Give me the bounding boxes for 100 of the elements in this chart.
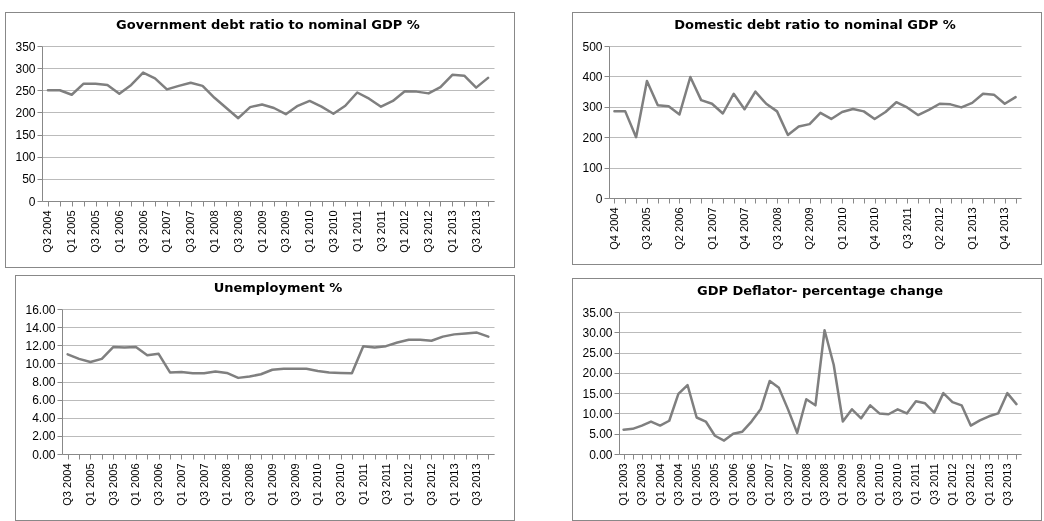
x-tick-label: Q1 2007 xyxy=(763,463,776,506)
y-tick-label: 4.00 xyxy=(32,411,56,426)
x-tick-label: Q1 2008 xyxy=(799,463,812,506)
y-tick-label: 200 xyxy=(15,105,36,120)
y-tick-label: 100 xyxy=(15,150,36,165)
y-tick-label: 300 xyxy=(15,61,36,76)
x-tick-label: Q3 2012 xyxy=(422,210,435,253)
x-tick-label: Q3 2003 xyxy=(635,463,648,506)
y-tick-label: 2.00 xyxy=(32,429,56,444)
x-tick-label: Q1 2009 xyxy=(255,210,268,253)
x-tick-label: Q3 2008 xyxy=(770,207,783,250)
x-tick-label: Q1 2013 xyxy=(965,207,978,250)
x-tick-label: Q1 2006 xyxy=(726,463,739,506)
y-tick-label: 25.00 xyxy=(582,346,613,361)
y-tick-label: 50 xyxy=(22,172,36,187)
chart-title: GDP Deflator- percentage change xyxy=(696,283,944,298)
x-tick-label: Q4 2007 xyxy=(738,207,751,250)
x-tick-label: Q3 2011 xyxy=(900,207,913,249)
x-tick-label: Q3 2012 xyxy=(964,463,977,506)
y-tick-label: 5.00 xyxy=(589,427,613,442)
y-tick-label: 250 xyxy=(15,83,36,98)
x-tick-label: Q1 2009 xyxy=(836,463,849,506)
x-tick-label: Q1 2011 xyxy=(356,463,369,505)
line-series xyxy=(613,75,1017,139)
x-tick-label: Q3 2007 xyxy=(184,210,197,253)
x-tick-label: Q1 2010 xyxy=(872,463,885,506)
y-tick-label: 500 xyxy=(582,39,603,54)
x-tick-label: Q2 2009 xyxy=(803,207,816,250)
x-tick-label: Q3 2006 xyxy=(136,210,149,253)
x-tick-label: Q3 2008 xyxy=(231,210,244,253)
line-series xyxy=(46,71,490,120)
y-tick-label: 6.00 xyxy=(32,393,56,408)
x-tick-label: Q1 2010 xyxy=(303,210,316,253)
y-tick-label: 35.00 xyxy=(582,305,613,320)
x-tick-label: Q3 2004 xyxy=(671,463,684,506)
x-tick-label: Q3 2007 xyxy=(197,463,210,506)
x-tick-label: Q1 2005 xyxy=(83,463,96,506)
x-tick-label: Q3 2009 xyxy=(854,463,867,506)
y-tick-label: 14.00 xyxy=(25,320,56,335)
x-tick-label: Q1 2005 xyxy=(65,210,78,253)
x-tick-label: Q3 2010 xyxy=(334,463,347,506)
x-tick-label: Q1 2009 xyxy=(265,463,278,506)
x-tick-label: Q1 2006 xyxy=(129,463,142,506)
y-tick-label: 100 xyxy=(582,161,603,176)
x-tick-label: Q3 2011 xyxy=(927,463,940,505)
x-tick-label: Q3 2005 xyxy=(640,207,653,250)
x-tick-label: Q1 2007 xyxy=(160,210,173,253)
y-tick-label: 150 xyxy=(15,128,36,143)
y-tick-label: 8.00 xyxy=(32,375,56,389)
x-tick-label: Q3 2011 xyxy=(374,210,387,252)
x-tick-label: Q3 2013 xyxy=(469,210,482,253)
x-tick-label: Q3 2012 xyxy=(424,463,437,506)
x-tick-label: Q3 2005 xyxy=(89,210,102,253)
chart-title: Unemployment % xyxy=(213,280,343,295)
y-tick-label: 0 xyxy=(28,194,36,209)
x-tick-label: Q1 2010 xyxy=(835,207,848,250)
line-series xyxy=(66,331,490,380)
y-tick-label: 300 xyxy=(582,100,603,115)
y-tick-label: 0.00 xyxy=(589,447,613,462)
x-tick-label: Q3 2007 xyxy=(781,463,794,506)
x-tick-label: Q4 2010 xyxy=(868,207,881,250)
y-tick-label: 16.00 xyxy=(25,302,56,317)
chart-title: Government debt ratio to nominal GDP % xyxy=(116,17,420,32)
x-tick-label: Q3 2006 xyxy=(744,463,757,506)
y-tick-label: 30.00 xyxy=(582,325,613,340)
x-tick-label: Q3 2005 xyxy=(708,463,721,506)
x-tick-label: Q1 2005 xyxy=(690,463,703,506)
x-tick-label: Q3 2005 xyxy=(106,463,119,506)
x-tick-label: Q3 2010 xyxy=(326,210,339,253)
x-tick-label: Q1 2003 xyxy=(617,463,630,506)
x-tick-label: Q1 2011 xyxy=(350,210,363,252)
x-tick-label: Q3 2013 xyxy=(1000,463,1013,506)
x-tick-label: Q3 2006 xyxy=(152,463,165,506)
y-tick-label: 20.00 xyxy=(582,366,613,381)
x-tick-label: Q3 2004 xyxy=(41,210,54,253)
x-tick-label: Q2 2006 xyxy=(672,207,685,250)
x-tick-label: Q1 2008 xyxy=(220,463,233,506)
x-tick-label: Q1 2008 xyxy=(207,210,220,253)
line-series xyxy=(622,329,1018,442)
x-tick-label: Q4 2004 xyxy=(607,207,620,250)
x-tick-label: Q3 2010 xyxy=(891,463,904,506)
x-tick-label: Q3 2009 xyxy=(288,463,301,506)
y-tick-label: 0.00 xyxy=(32,447,56,462)
chart-title: Domestic debt ratio to nominal GDP % xyxy=(674,17,956,32)
x-tick-label: Q1 2013 xyxy=(445,210,458,253)
x-tick-label: Q1 2010 xyxy=(311,463,324,506)
x-tick-label: Q1 2013 xyxy=(982,463,995,506)
x-tick-label: Q1 2004 xyxy=(653,463,666,506)
x-tick-label: Q3 2004 xyxy=(61,463,74,506)
x-tick-label: Q3 2009 xyxy=(279,210,292,253)
x-tick-label: Q1 2007 xyxy=(174,463,187,506)
x-tick-label: Q3 2013 xyxy=(470,463,483,506)
y-tick-label: 400 xyxy=(582,69,603,84)
x-tick-label: Q1 2012 xyxy=(398,210,411,253)
x-tick-label: Q3 2008 xyxy=(243,463,256,506)
x-tick-label: Q1 2012 xyxy=(402,463,415,506)
x-tick-label: Q4 2013 xyxy=(998,207,1011,250)
x-tick-label: Q2 2012 xyxy=(933,207,946,250)
y-tick-label: 200 xyxy=(582,130,603,145)
x-tick-label: Q1 2013 xyxy=(447,463,460,506)
